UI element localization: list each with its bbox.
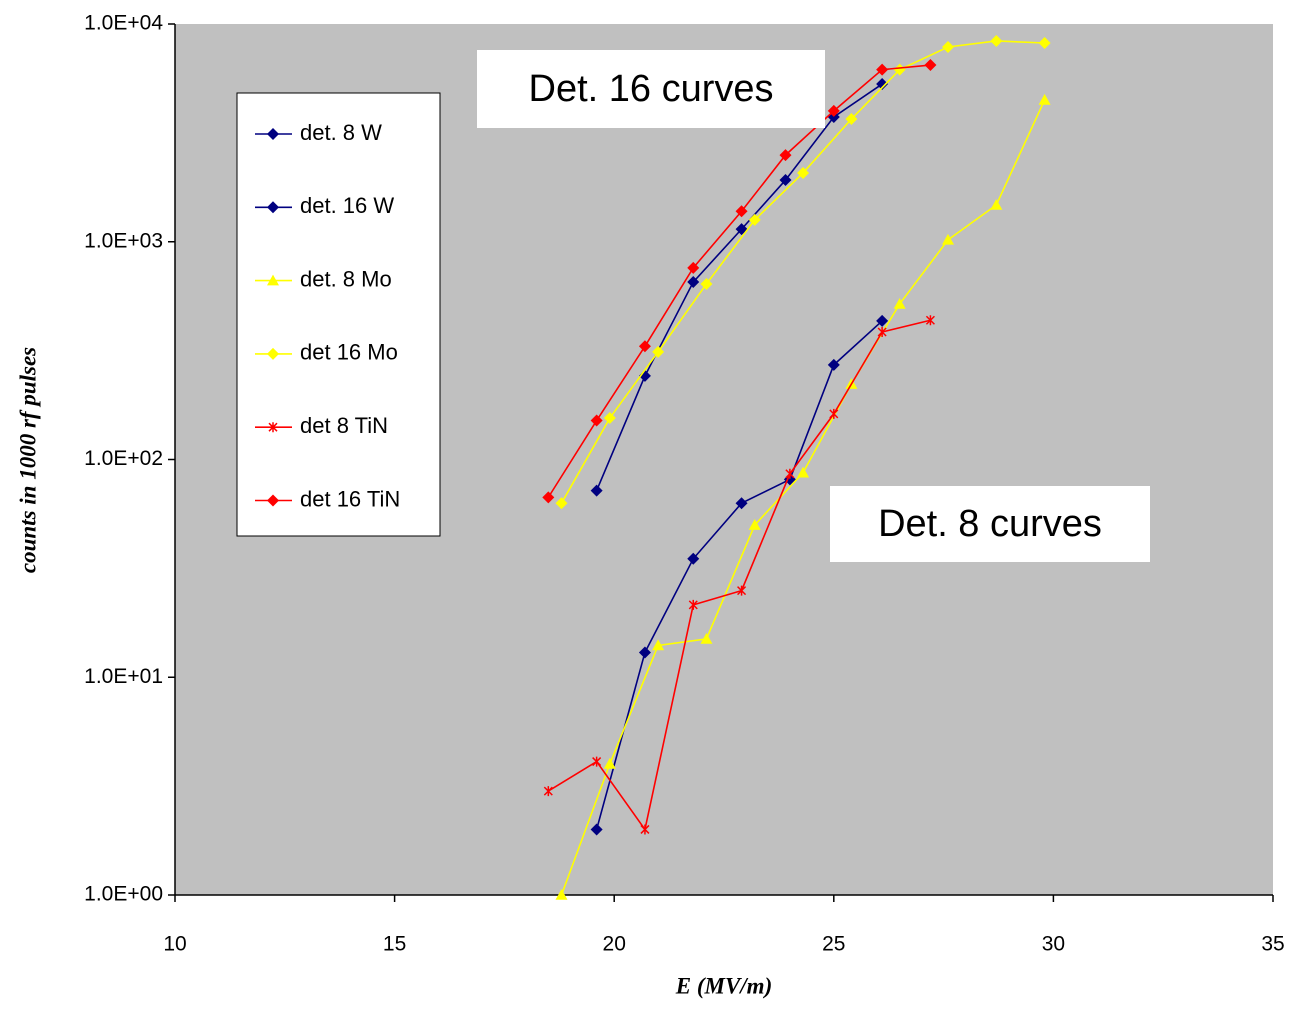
marker [990,198,1003,210]
y-tick-label: 1.0E+02 [84,447,163,470]
marker [735,205,748,218]
y-tick-label: 1.0E+03 [84,229,163,252]
marker [700,277,713,290]
legend-label: det 16 TiN [300,486,400,511]
legend-marker [267,494,279,507]
marker [1038,36,1051,49]
legend-marker [267,347,279,360]
marker [592,756,602,767]
marker [797,466,810,478]
marker [827,358,840,371]
x-tick-label: 35 [1261,933,1284,956]
marker [827,104,840,117]
y-tick-label: 1.0E+01 [84,665,163,688]
marker [638,646,651,659]
legend-label: det. 8 W [300,120,382,145]
marker [941,233,954,245]
marker [603,757,616,769]
marker [687,552,700,565]
marker [652,639,665,651]
annotation-box [830,486,1150,562]
marker [700,632,713,644]
marker [590,484,603,497]
legend-marker [267,201,279,214]
marker [687,276,700,289]
marker [845,113,858,126]
marker [735,497,748,510]
y-tick-label: 1.0E+04 [84,12,163,35]
marker [876,78,889,91]
annotation-box [477,50,825,128]
marker [779,149,792,162]
marker [748,519,761,530]
marker [1038,93,1051,105]
legend-marker [268,422,278,433]
legend-label: det. 8 Mo [300,266,392,291]
marker [924,59,937,72]
marker [640,824,650,835]
legend-label: det. 16 W [300,193,394,218]
marker [925,315,935,326]
annotation: Det. 16 curves [529,68,774,110]
x-tick-label: 10 [163,933,186,956]
marker [779,174,792,187]
marker [876,63,889,76]
marker [785,468,795,479]
y-axis-title: counts in 1000 rf pulses [15,347,40,573]
marker [590,414,603,427]
marker [893,63,906,76]
marker [638,340,651,353]
legend-box [236,92,441,537]
marker [876,314,889,327]
marker [893,297,906,309]
marker [688,599,698,610]
marker [737,585,747,596]
marker [542,491,555,504]
marker [877,327,887,338]
y-tick-label: 1.0E+00 [84,883,163,906]
marker [543,786,553,797]
marker [555,889,568,900]
legend-marker [267,128,279,140]
x-tick-label: 15 [383,933,406,956]
marker [829,408,839,419]
x-axis-title: E (MV/m) [675,973,772,998]
annotation: Det. 8 curves [878,503,1102,545]
legend: det. 8 W det. 16 W det. 8 Mo det 16 Mo det 8… [236,92,441,537]
x-tick-label: 25 [822,933,845,956]
marker [590,823,603,836]
marker [687,261,700,274]
x-tick-label: 20 [603,933,626,956]
marker [748,213,761,226]
legend-label: det 16 Mo [300,340,398,365]
legend-marker [267,274,279,286]
marker [941,41,954,54]
legend-label: det 8 TiN [300,413,388,438]
marker [652,345,665,358]
marker [797,166,810,179]
marker [555,497,568,510]
marker [990,34,1003,47]
marker [603,412,616,425]
x-tick-label: 30 [1042,933,1065,956]
